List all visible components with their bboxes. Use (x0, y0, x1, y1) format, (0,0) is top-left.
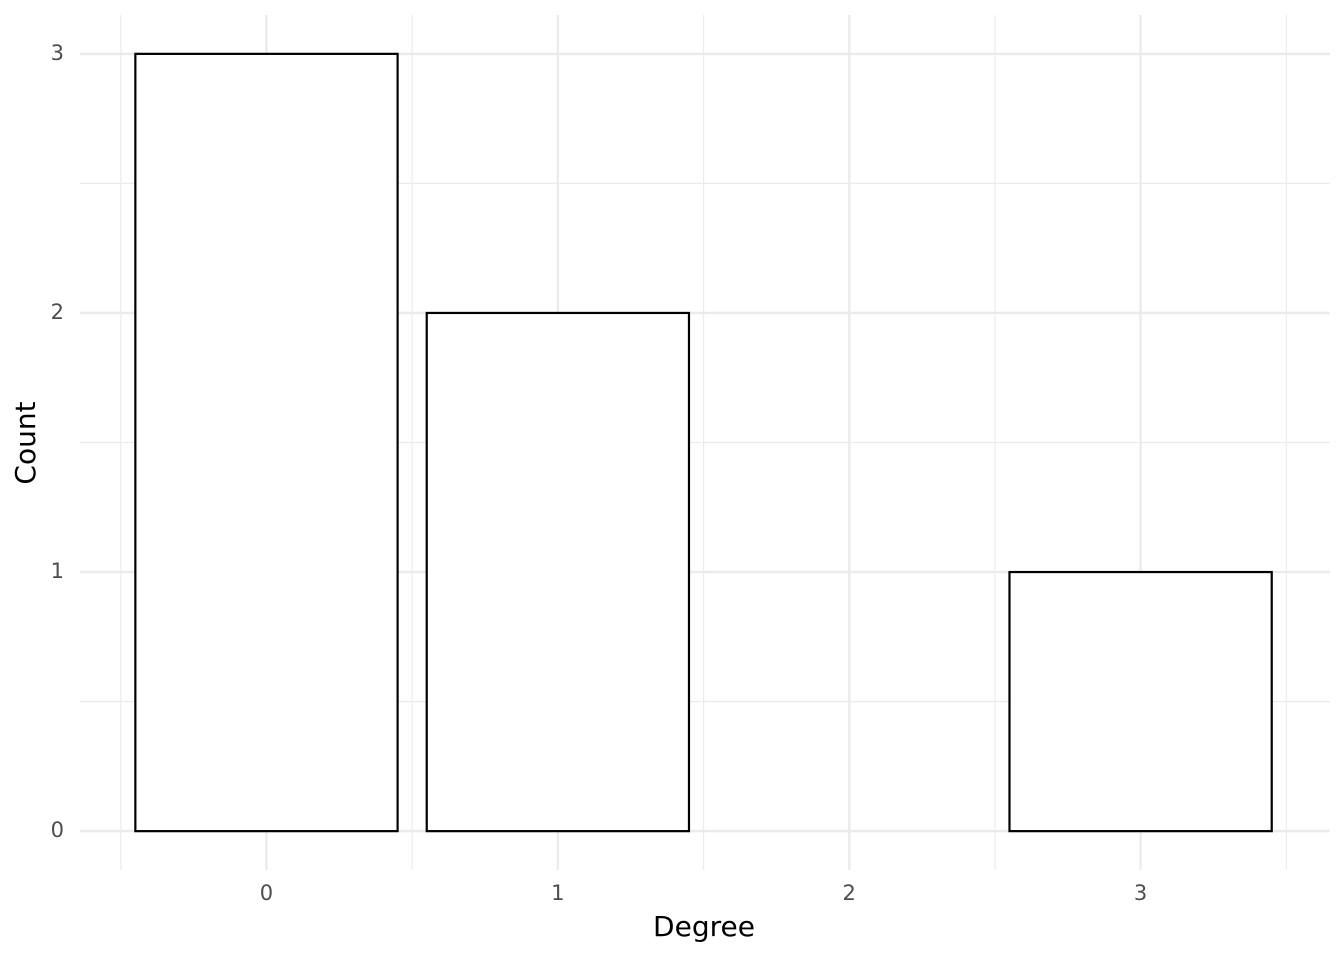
x-tick-label: 2 (843, 881, 856, 905)
bar (1008, 570, 1273, 833)
y-tick-label: 0 (51, 818, 64, 842)
x-tick-label: 1 (551, 881, 564, 905)
x-axis-title: Degree (653, 910, 755, 943)
y-tick-label: 3 (51, 41, 64, 65)
bar (134, 52, 399, 833)
bar (425, 311, 691, 833)
y-axis-title: Count (9, 401, 42, 484)
y-tick-label: 2 (51, 300, 64, 324)
x-tick-label: 0 (260, 881, 273, 905)
x-tick-label: 3 (1134, 881, 1147, 905)
y-tick-label: 1 (51, 559, 64, 583)
